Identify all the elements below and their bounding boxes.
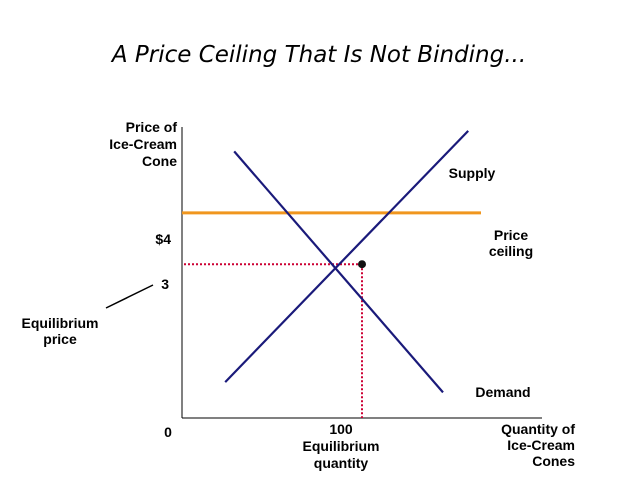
equilibrium-quantity-label-line-2: quantity <box>314 455 369 471</box>
x-axis-label-line-3: Cones <box>532 453 575 469</box>
equilibrium-price-label-line-2: price <box>43 331 77 347</box>
chart-title: A Price Ceiling That Is Not Binding... <box>111 42 527 68</box>
y-tick-3: 3 <box>161 276 169 292</box>
demand-label: Demand <box>475 384 530 400</box>
equilibrium-price-label-line-1: Equilibrium <box>22 315 99 331</box>
price-ceiling-label-line-2: ceiling <box>489 243 533 259</box>
x-axis-label-line-1: Quantity of <box>501 421 575 437</box>
y-tick-4: $4 <box>155 231 171 247</box>
y-axis-label-line-1: Price of <box>126 119 178 135</box>
x-axis-label-line-2: Ice-Cream <box>507 437 575 453</box>
supply-curve <box>224 130 469 383</box>
y-axis-label-line-3: Cone <box>142 153 177 169</box>
supply-label: Supply <box>449 165 496 181</box>
y-axis-label-line-2: Ice-Cream <box>109 136 177 152</box>
x-tick-0: 0 <box>164 424 172 440</box>
equilibrium-quantity-label-line-1: Equilibrium <box>303 438 380 454</box>
equilibrium-point <box>358 260 366 269</box>
demand-curve <box>233 150 444 394</box>
price-ceiling-label-line-1: Price <box>494 227 528 243</box>
x-tick-100: 100 <box>329 421 353 437</box>
equilibrium-price-pointer <box>105 284 154 309</box>
